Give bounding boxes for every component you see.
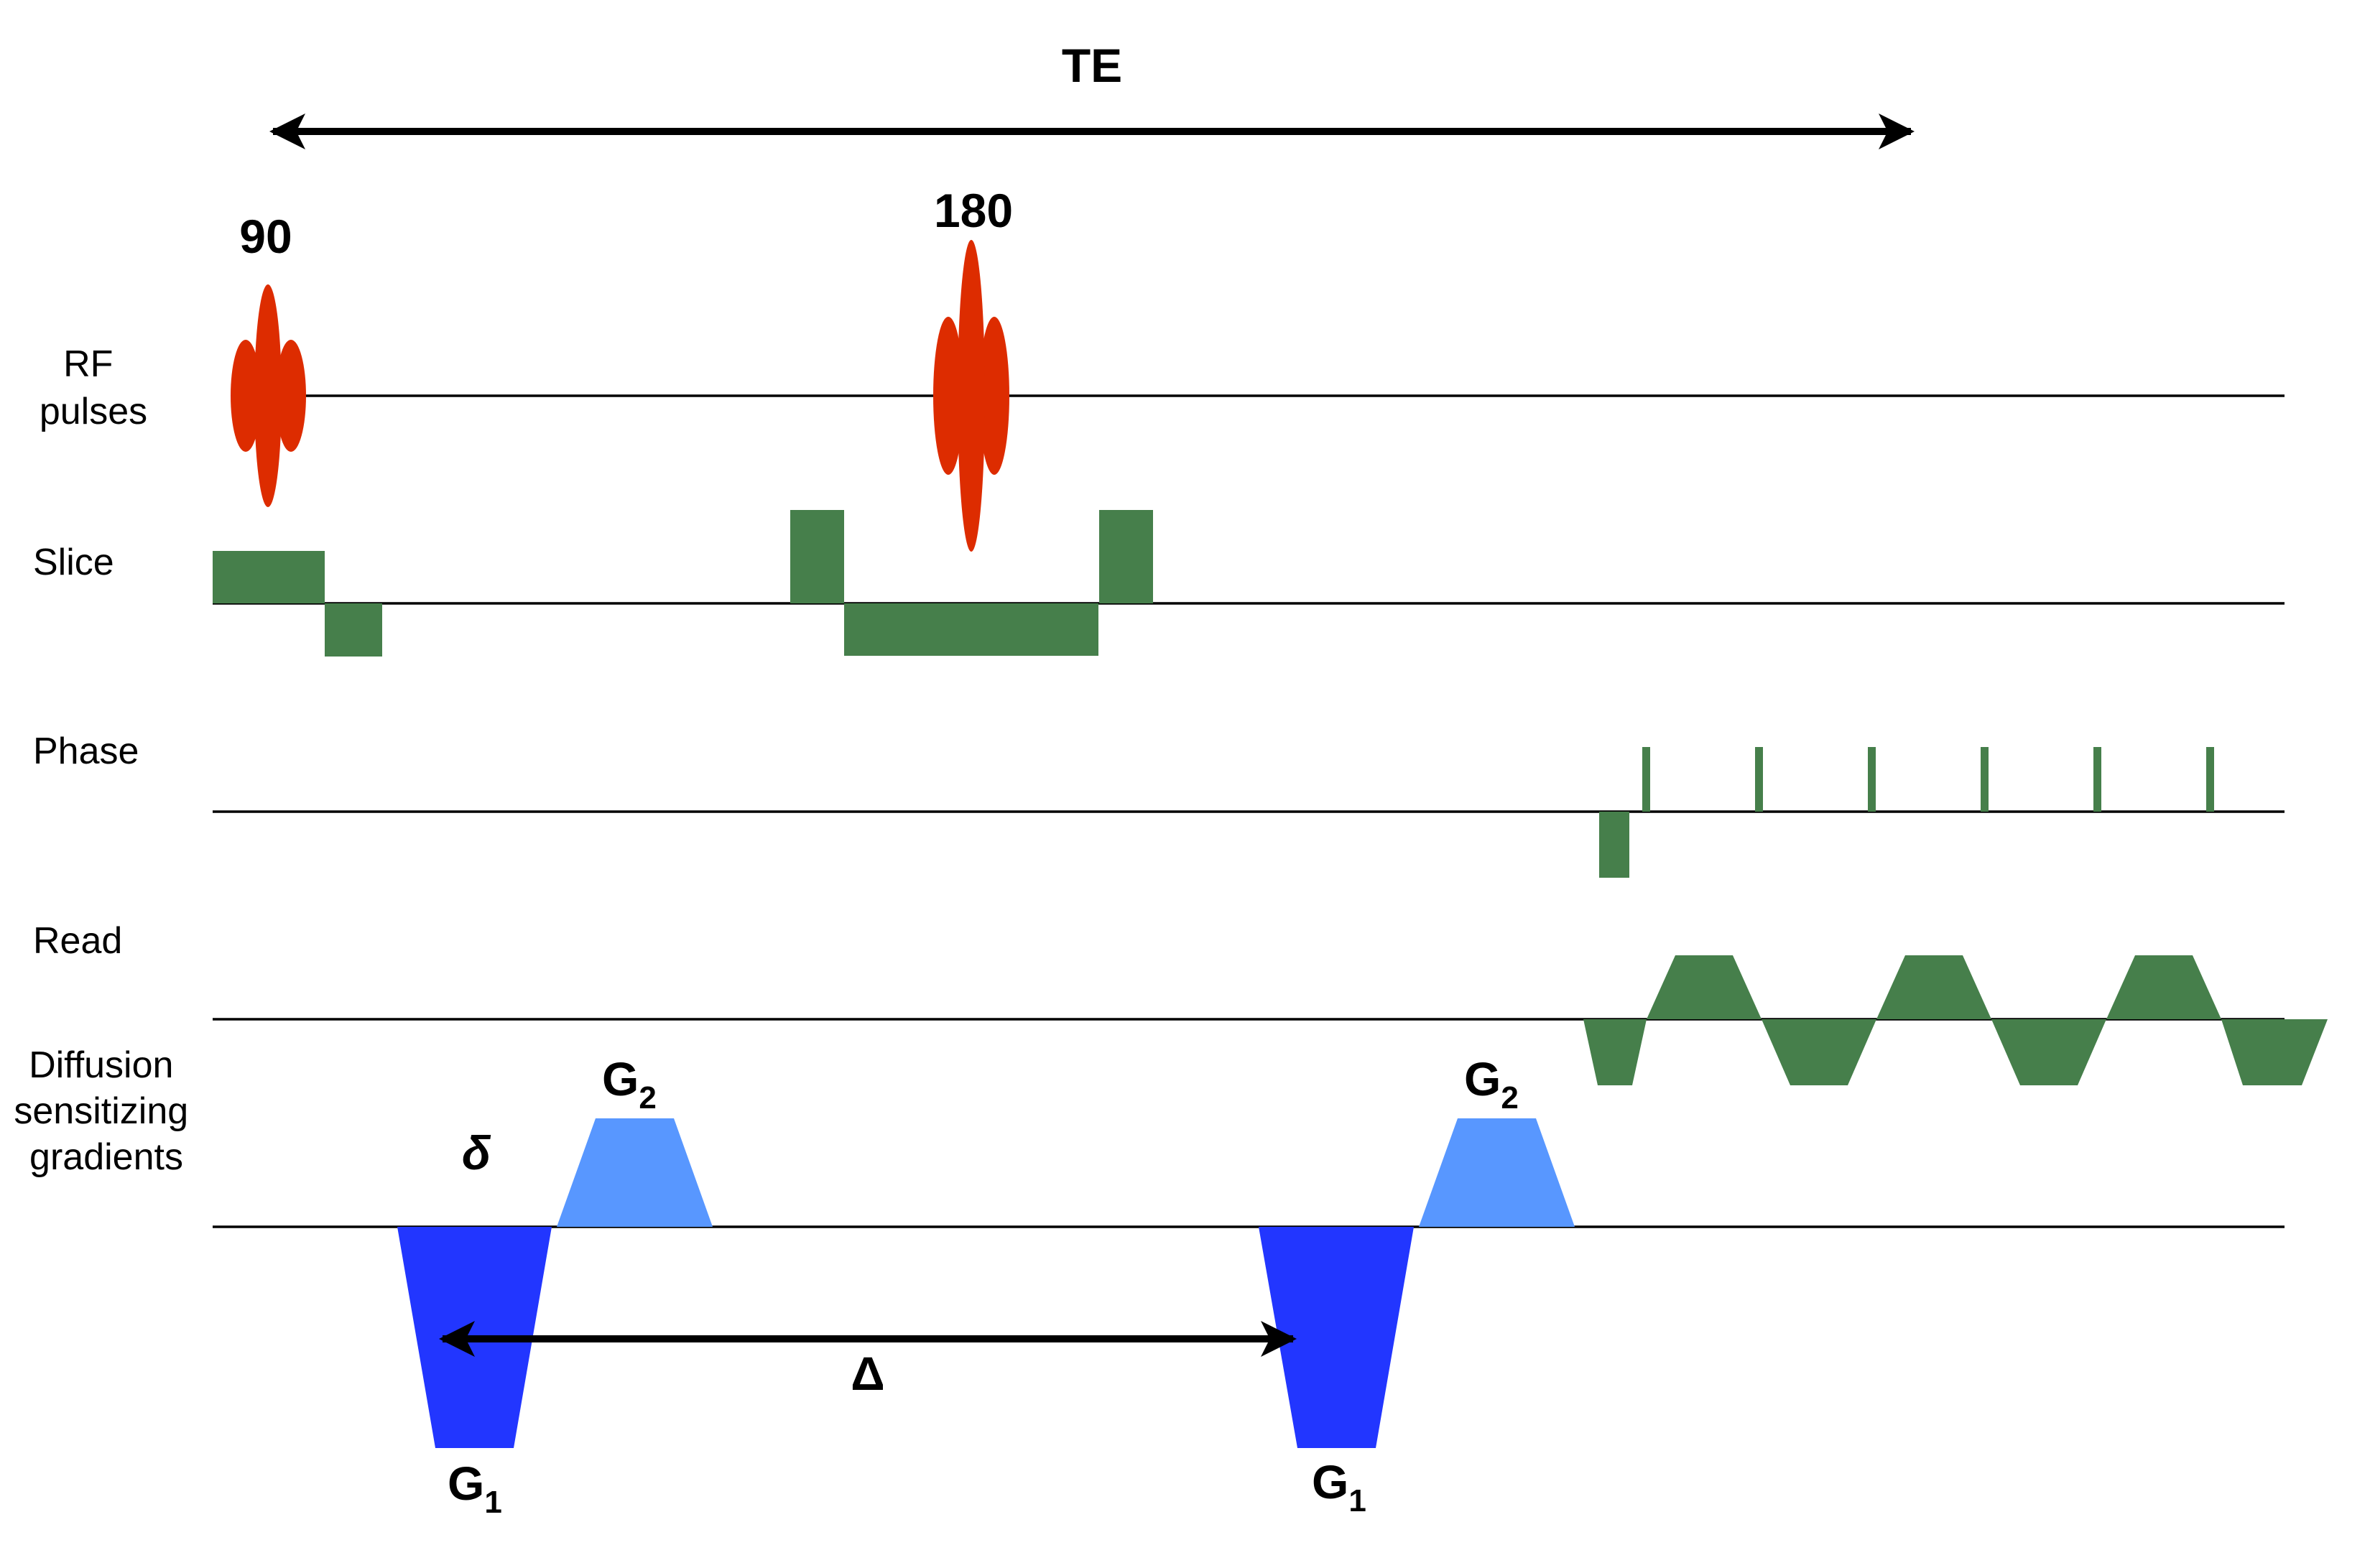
slice-crusher-right: [1099, 510, 1153, 603]
g1-label-second: G1: [1312, 1455, 1366, 1518]
read-lobe-positive-2: [1876, 955, 1991, 1019]
row-label-read: Read: [33, 920, 122, 962]
read-lobe-positive-3: [2106, 955, 2221, 1019]
diffusion-gradients: [397, 1118, 1575, 1448]
slice-crusher-left: [790, 510, 844, 603]
g1-label-first: G1: [448, 1457, 502, 1520]
g2-label-second: G2: [1464, 1052, 1519, 1115]
read-lobe-negative-3: [2221, 1019, 2328, 1085]
phase-blip-4: [1981, 747, 1989, 812]
g2-label-first-letter: G: [602, 1052, 639, 1105]
rf-pulse-90-mainlobe: [254, 284, 282, 507]
slice-refocus-lobe: [844, 603, 1098, 656]
delta-small-label: δ: [462, 1126, 491, 1179]
row-label-phase: Phase: [33, 730, 139, 772]
phase-gradients: [1599, 747, 2214, 878]
rf-pulse-180-sidelobe-right: [979, 317, 1009, 475]
diffusion-g2-lobe-second: [1419, 1118, 1575, 1227]
g2-label-first: G2: [602, 1052, 657, 1115]
g1-label-second-letter: G: [1312, 1455, 1348, 1508]
g1-label-second-subscript: 1: [1348, 1483, 1366, 1518]
row-label-diffusion: Diffusion sensitizing gradients: [14, 1044, 198, 1178]
phase-blip-1: [1642, 747, 1650, 812]
read-lobe-negative-2: [1991, 1019, 2106, 1085]
read-lobe-negative-1: [1762, 1019, 1876, 1085]
rf-pulse-180: [933, 240, 1009, 552]
read-prephaser: [1583, 1019, 1647, 1085]
rf-pulse-90-sidelobe-left: [231, 340, 261, 452]
row-label-diffusion-line3: gradients: [29, 1136, 183, 1178]
delta-big-label: Δ: [851, 1347, 884, 1400]
phase-blip-2: [1755, 747, 1763, 812]
g2-label-second-subscript: 2: [1501, 1080, 1518, 1115]
rf-180-label: 180: [934, 184, 1013, 237]
rf-pulse-180-sidelobe-left: [933, 317, 963, 475]
row-label-rf-line2: pulses: [40, 391, 147, 432]
row-label-diffusion-line2: sensitizing: [14, 1090, 188, 1132]
row-label-slice: Slice: [33, 542, 114, 583]
slice-rephase-lobe: [325, 603, 382, 657]
diffusion-g2-lobe-first: [557, 1118, 713, 1227]
rf-pulse-90: [231, 284, 306, 507]
diffusion-g1-lobe-second: [1259, 1227, 1414, 1448]
te-label: TE: [1062, 39, 1122, 92]
row-label-rf-line1: RF: [63, 343, 113, 385]
phase-prephaser: [1599, 812, 1629, 878]
read-lobe-positive-1: [1647, 955, 1762, 1019]
row-label-rf: RF pulses: [40, 343, 147, 432]
read-gradients: [1583, 955, 2328, 1085]
rf-pulse-180-mainlobe: [958, 240, 985, 552]
slice-gradients: [213, 510, 1153, 657]
phase-blip-6: [2206, 747, 2214, 812]
phase-blip-5: [2093, 747, 2101, 812]
rf-90-label: 90: [239, 210, 292, 263]
g2-label-second-letter: G: [1464, 1052, 1501, 1105]
g2-label-first-subscript: 2: [639, 1080, 656, 1115]
g1-label-first-letter: G: [448, 1457, 484, 1510]
slice-select-lobe: [213, 551, 325, 603]
rf-pulse-90-sidelobe-right: [276, 340, 306, 452]
phase-blip-3: [1868, 747, 1876, 812]
g1-label-first-subscript: 1: [484, 1485, 501, 1520]
row-label-diffusion-line1: Diffusion: [29, 1044, 173, 1086]
